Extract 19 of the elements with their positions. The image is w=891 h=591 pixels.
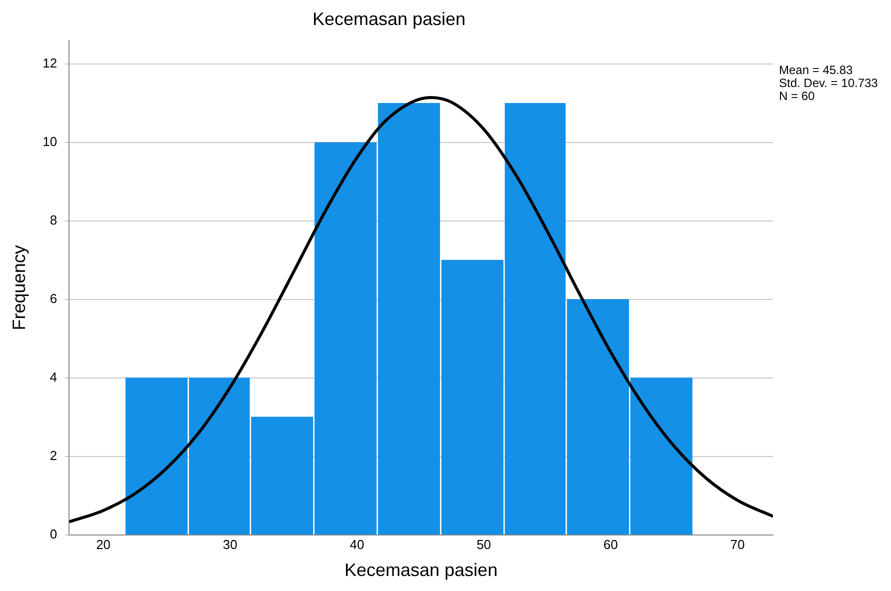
x-tick-label: 70 — [730, 537, 745, 552]
x-tick-label: 60 — [603, 537, 618, 552]
y-tick-label: 10 — [42, 134, 58, 150]
chart-title: Kecemasan pasien — [312, 8, 466, 29]
y-tick-label: 4 — [50, 369, 58, 384]
y-tick-label: 0 — [50, 526, 58, 542]
text: N = 60 — [779, 89, 816, 103]
x-tick-label: 50 — [476, 537, 492, 552]
x-axis-title: Kecemasan pasien — [344, 560, 498, 580]
y-tick-label: 8 — [50, 212, 58, 228]
y-tick-label: 12 — [42, 56, 58, 71]
y-tick-label: 6 — [50, 291, 58, 306]
x-tick-label: 40 — [350, 537, 364, 552]
y-tick-label: 2 — [50, 448, 58, 463]
text: Mean = 45.83 — [779, 63, 854, 77]
y-axis-title: Frequency — [8, 245, 29, 330]
x-tick-label: 20 — [96, 537, 111, 552]
x-tick-label: 30 — [222, 537, 238, 552]
text: Std. Dev. = 10.733 — [779, 76, 878, 90]
